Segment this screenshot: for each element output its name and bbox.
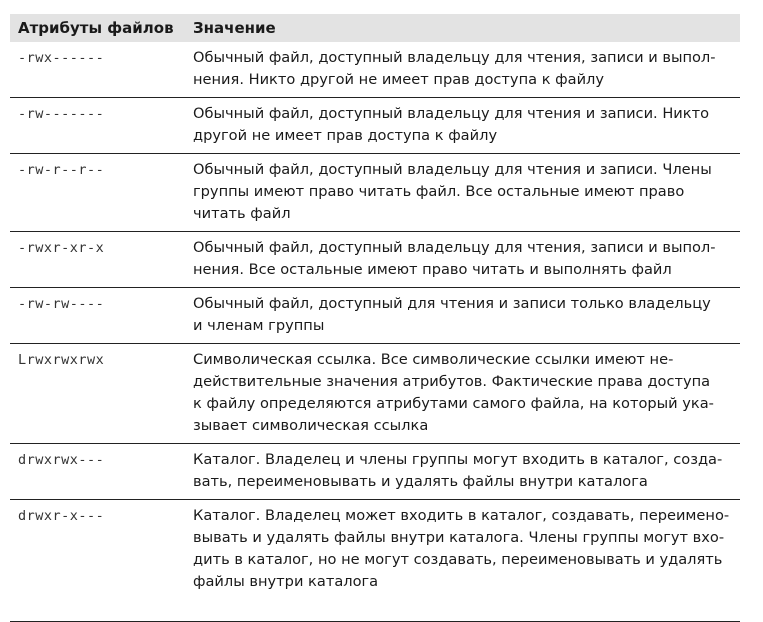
attribute-cell: -rwx------ [10, 42, 193, 98]
table-header-row: Атрибуты файлов Значение [10, 14, 740, 42]
meaning-line: читать файл [193, 205, 291, 222]
meaning-cell: Обычный файл, доступный владельцу для чт… [193, 231, 740, 288]
table-row: -rw------- Обычный файл, доступный владел… [10, 97, 740, 154]
meaning-line: нения. Все остальные имеют право читать … [193, 261, 672, 278]
file-attributes-table: Атрибуты файлов Значение -rwx------ Обычн… [10, 14, 740, 622]
table-row: -rw-r--r-- Обычный файл, доступный владел… [10, 153, 740, 232]
meaning-line: Каталог. Владелец может входить в катало… [193, 507, 730, 524]
table-body: -rwx------ Обычный файл, доступный владел… [10, 42, 740, 622]
meaning-line: дить в каталог, но не могут создавать, п… [193, 551, 723, 568]
header-meaning: Значение [193, 14, 740, 42]
meaning-line: и членам группы [193, 317, 325, 334]
meaning-line: к файлу определяются атрибутами самого ф… [193, 395, 714, 412]
header-attributes: Атрибуты файлов [10, 14, 193, 42]
meaning-line: вывать и удалять файлы внутри каталога. … [193, 529, 725, 546]
meaning-line: действительные значения атрибутов. Факти… [193, 373, 711, 390]
meaning-cell: Каталог. Владелец и члены группы могут в… [193, 443, 740, 500]
attribute-cell: -rw-rw---- [10, 287, 193, 344]
table-row: -rw-rw---- Обычный файл, доступный для чт… [10, 287, 740, 344]
meaning-line: Обычный файл, доступный владельцу для чт… [193, 49, 716, 66]
meaning-cell: Обычный файл, доступный владельцу для чт… [193, 42, 740, 98]
meaning-cell: Обычный файл, доступный для чтения и зап… [193, 287, 740, 344]
meaning-line: Обычный файл, доступный для чтения и зап… [193, 295, 711, 312]
table-row: -rwx------ Обычный файл, доступный владел… [10, 42, 740, 98]
meaning-cell: Обычный файл, доступный владельцу для чт… [193, 153, 740, 232]
meaning-line: Символическая ссылка. Все символические … [193, 351, 674, 368]
attribute-cell: drwxrwx--- [10, 443, 193, 500]
meaning-line: Обычный файл, доступный владельцу для чт… [193, 239, 716, 256]
meaning-line: Обычный файл, доступный владельцу для чт… [193, 161, 712, 178]
meaning-line: другой не имеет прав доступа к файлу [193, 127, 498, 144]
attribute-cell: -rw-r--r-- [10, 153, 193, 232]
attribute-cell: -rwxr-xr-x [10, 231, 193, 288]
meaning-cell: Обычный файл, доступный владельцу для чт… [193, 97, 740, 154]
attribute-cell: Lrwxrwxrwx [10, 343, 193, 444]
meaning-line: группы имеют право читать файл. Все оста… [193, 183, 685, 200]
table-row: Lrwxrwxrwx Символическая ссылка. Все симв… [10, 343, 740, 444]
meaning-line: Обычный файл, доступный владельцу для чт… [193, 105, 710, 122]
table-row: -rwxr-xr-x Обычный файл, доступный владел… [10, 231, 740, 288]
meaning-line: файлы внутри каталога [193, 573, 379, 590]
attribute-cell: -rw------- [10, 97, 193, 154]
attribute-cell: drwxr-x--- [10, 499, 193, 622]
meaning-cell: Символическая ссылка. Все символические … [193, 343, 740, 444]
table-row: drwxrwx--- Каталог. Владелец и члены груп… [10, 443, 740, 500]
meaning-line: зывает символическая ссылка [193, 417, 429, 434]
meaning-cell: Каталог. Владелец может входить в катало… [193, 499, 740, 622]
table-row: drwxr-x--- Каталог. Владелец может входит… [10, 499, 740, 622]
meaning-line: вать, переименовывать и удалять файлы вн… [193, 473, 648, 490]
meaning-line: нения. Никто другой не имеет прав доступ… [193, 71, 605, 88]
meaning-line: Каталог. Владелец и члены группы могут в… [193, 451, 723, 468]
